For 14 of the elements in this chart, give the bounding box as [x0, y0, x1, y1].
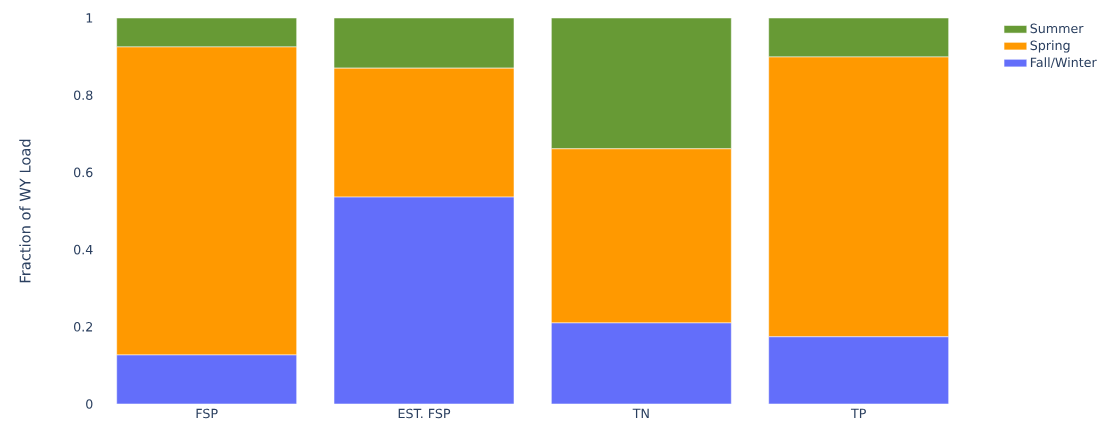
y-tick-label: 0.8: [73, 90, 93, 100]
y-tick-label: 0.4: [73, 244, 93, 255]
y-tick-label: 1: [86, 13, 93, 23]
y-tick-label: 0.6: [73, 167, 93, 178]
x-tick-label: TP: [850, 408, 866, 418]
x-tick-label: FSP: [196, 408, 218, 419]
legend-label: Summer: [1030, 23, 1084, 34]
legend-label: Fall/Winter: [1030, 57, 1097, 69]
x-tick-label: TN: [632, 408, 649, 418]
y-tick-label: 0: [86, 399, 93, 409]
legend-label: Spring: [1030, 40, 1070, 53]
y-tick-label: 0.2: [73, 321, 93, 332]
y-axis-title: Fraction of WY Load: [19, 139, 31, 283]
x-tick-label: EST. FSP: [398, 408, 451, 419]
